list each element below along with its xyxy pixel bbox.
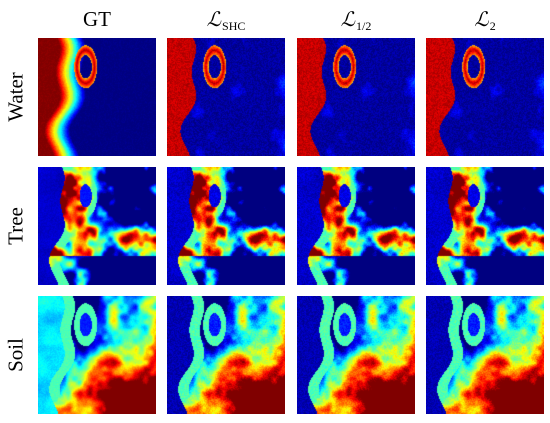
loss-subscript: 2 (489, 19, 496, 33)
loss-symbol: ℒ (206, 7, 222, 31)
column-header-half: ℒ1/2 (296, 4, 416, 34)
map-water-half (297, 38, 415, 156)
column-header-l2: ℒ2 (425, 4, 545, 34)
map-soil-l2 (426, 296, 544, 414)
loss-symbol: ℒ (340, 7, 356, 31)
column-header-shc: ℒSHC (166, 4, 286, 34)
column-header-gt-label: GT (83, 7, 111, 31)
loss-symbol: ℒ (474, 7, 489, 31)
row-label-soil: Soil (3, 338, 28, 372)
map-soil-gt (38, 296, 156, 414)
row-label-tree: Tree (3, 207, 28, 245)
map-soil-half (297, 296, 415, 414)
map-water-gt (38, 38, 156, 156)
map-water-shc (167, 38, 285, 156)
map-tree-l2 (426, 167, 544, 285)
row-label-water: Water (3, 72, 28, 122)
map-tree-half (297, 167, 415, 285)
column-header-gt: GT (37, 4, 157, 34)
map-soil-shc (167, 296, 285, 414)
loss-subscript: SHC (222, 19, 246, 33)
map-tree-shc (167, 167, 285, 285)
map-tree-gt (38, 167, 156, 285)
loss-subscript: 1/2 (356, 19, 372, 33)
map-water-l2 (426, 38, 544, 156)
